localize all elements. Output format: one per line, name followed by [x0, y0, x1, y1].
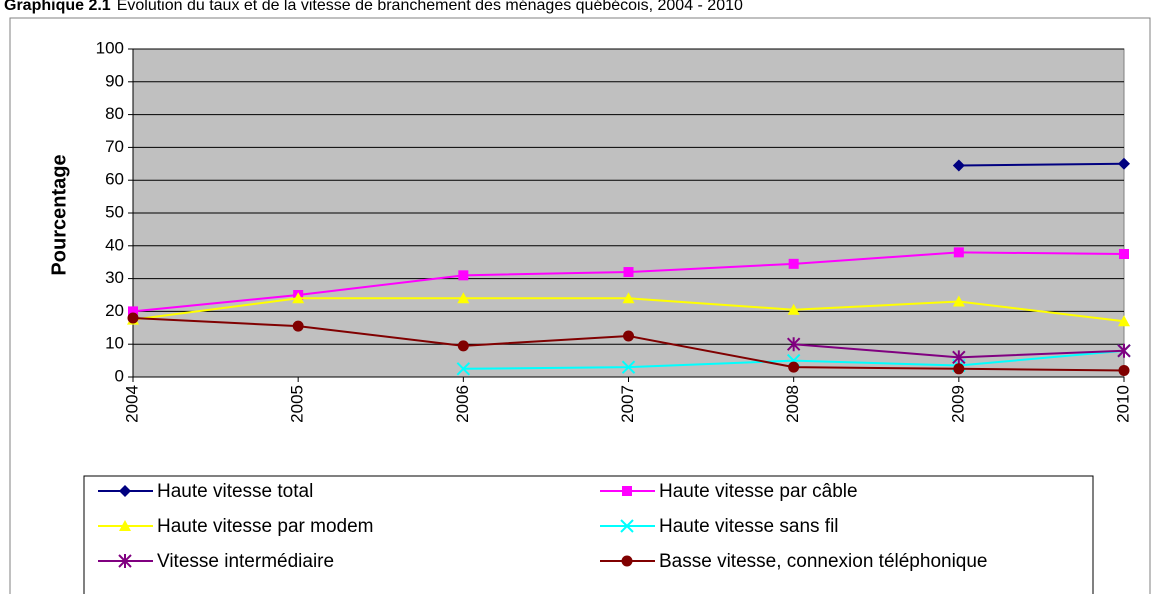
x-tick-label: 2004	[122, 385, 141, 423]
data-point	[1119, 249, 1129, 259]
y-tick-label: 100	[96, 38, 124, 57]
data-point	[952, 350, 966, 365]
title-text: Évolution du taux et de la vitesse de br…	[117, 0, 743, 14]
data-point	[458, 270, 469, 281]
data-point	[952, 295, 965, 307]
legend-label: Haute vitesse par modem	[157, 516, 374, 537]
data-point	[456, 362, 471, 376]
data-point	[1118, 315, 1130, 327]
legend-label: Basse vitesse, connexion téléphonique	[659, 551, 988, 572]
x-tick-label: 2006	[453, 385, 472, 423]
data-point	[128, 306, 138, 317]
data-point	[623, 330, 634, 342]
y-tick-label: 50	[105, 202, 124, 221]
data-point	[1117, 343, 1131, 358]
y-tick-label: 70	[105, 137, 124, 156]
x-tick-label: 2010	[1113, 385, 1132, 423]
data-point	[787, 303, 800, 315]
legend-label: Haute vitesse par câble	[659, 481, 858, 502]
x-tick-label: 2007	[618, 385, 637, 423]
legend-marker	[119, 485, 131, 497]
y-tick-label: 80	[105, 104, 124, 123]
data-point	[786, 337, 801, 352]
y-tick-label: 30	[105, 268, 124, 287]
y-tick-label: 60	[105, 170, 124, 189]
data-point	[953, 247, 964, 258]
legend-marker	[118, 554, 132, 568]
data-point	[292, 320, 304, 332]
y-tick-label: 20	[105, 301, 124, 320]
y-tick-label: 0	[115, 366, 124, 385]
y-tick-label: 10	[105, 334, 124, 353]
data-point	[952, 159, 965, 172]
data-point	[292, 292, 305, 304]
data-point	[457, 292, 470, 304]
data-point	[623, 267, 634, 278]
data-point	[1118, 364, 1130, 376]
legend-box	[83, 475, 1094, 594]
data-point	[457, 340, 469, 352]
data-point	[622, 292, 635, 304]
legend-marker	[119, 520, 131, 531]
x-tick-label: 2005	[288, 385, 307, 423]
legend-label: Haute vitesse total	[157, 481, 313, 502]
legend-label: Haute vitesse sans fil	[659, 516, 839, 537]
y-tick-label: 40	[105, 235, 124, 254]
x-tick-label: 2008	[783, 385, 802, 423]
data-point	[788, 361, 800, 373]
legend-marker	[620, 519, 634, 533]
data-point	[621, 360, 636, 374]
legend-marker	[621, 555, 633, 567]
x-tick-label: 2009	[948, 385, 967, 423]
data-point	[1118, 157, 1130, 170]
y-tick-label: 90	[105, 71, 124, 90]
data-point	[953, 363, 965, 375]
chart-title: Graphique 2.1 Évolution du taux et de la …	[4, 0, 743, 14]
title-prefix: Graphique 2.1	[4, 0, 111, 14]
legend-marker	[622, 486, 632, 496]
y-axis-label: Pourcentage	[48, 154, 70, 275]
data-point	[788, 258, 799, 269]
data-point	[127, 312, 139, 324]
series-line	[958, 162, 1125, 167]
legend-label: Vitesse intermédiaire	[157, 551, 334, 572]
